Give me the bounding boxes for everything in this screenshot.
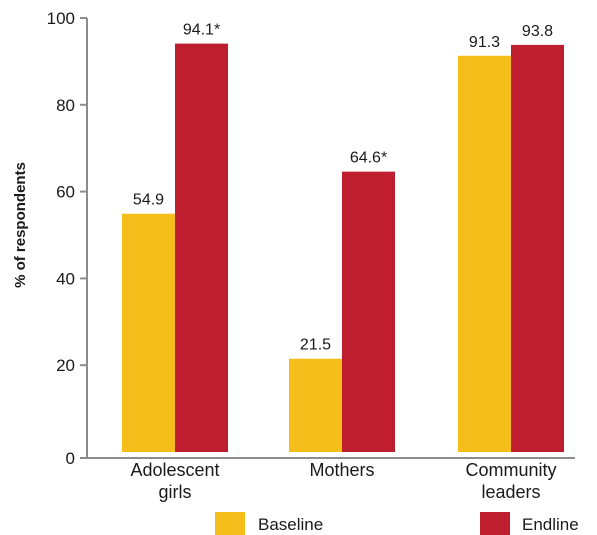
y-tick-label: 100 xyxy=(47,9,75,28)
y-tick-label: 40 xyxy=(56,269,75,288)
baseline-bar xyxy=(458,55,511,453)
data-label: 94.1* xyxy=(183,22,220,39)
y-tick-label: 80 xyxy=(56,96,75,115)
legend: Baseline Endline xyxy=(215,512,579,535)
baseline-bar xyxy=(289,358,342,452)
axes xyxy=(86,18,575,459)
endline-bar xyxy=(175,43,228,453)
legend-swatch-baseline xyxy=(215,512,245,535)
legend-label-endline: Endline xyxy=(522,515,579,534)
data-label: 64.6* xyxy=(350,150,387,167)
category-label: leaders xyxy=(481,482,540,502)
category-label: girls xyxy=(158,482,191,502)
endline-bar xyxy=(511,44,564,453)
category-label: Community xyxy=(465,460,556,480)
y-axis-label: % of respondents xyxy=(12,162,29,288)
y-tick-label: 60 xyxy=(56,183,75,202)
data-label: 54.9 xyxy=(133,192,164,209)
data-label: 93.8 xyxy=(522,23,553,40)
data-labels: 54.9 21.5 91.3 94.1* 64.6* 93.8 xyxy=(133,22,553,354)
category-label: Adolescent xyxy=(130,460,219,480)
y-tick-label: 0 xyxy=(66,449,75,468)
endline-bar xyxy=(342,171,395,453)
legend-swatch-endline xyxy=(480,512,510,535)
data-label: 91.3 xyxy=(469,34,500,51)
y-tick-label: 20 xyxy=(56,356,75,375)
category-label: Mothers xyxy=(309,460,374,480)
baseline-bar xyxy=(122,213,175,452)
bars xyxy=(122,43,564,453)
y-ticks: 0 20 40 60 80 100 xyxy=(47,9,87,468)
legend-label-baseline: Baseline xyxy=(258,515,323,534)
data-label: 21.5 xyxy=(300,337,331,354)
